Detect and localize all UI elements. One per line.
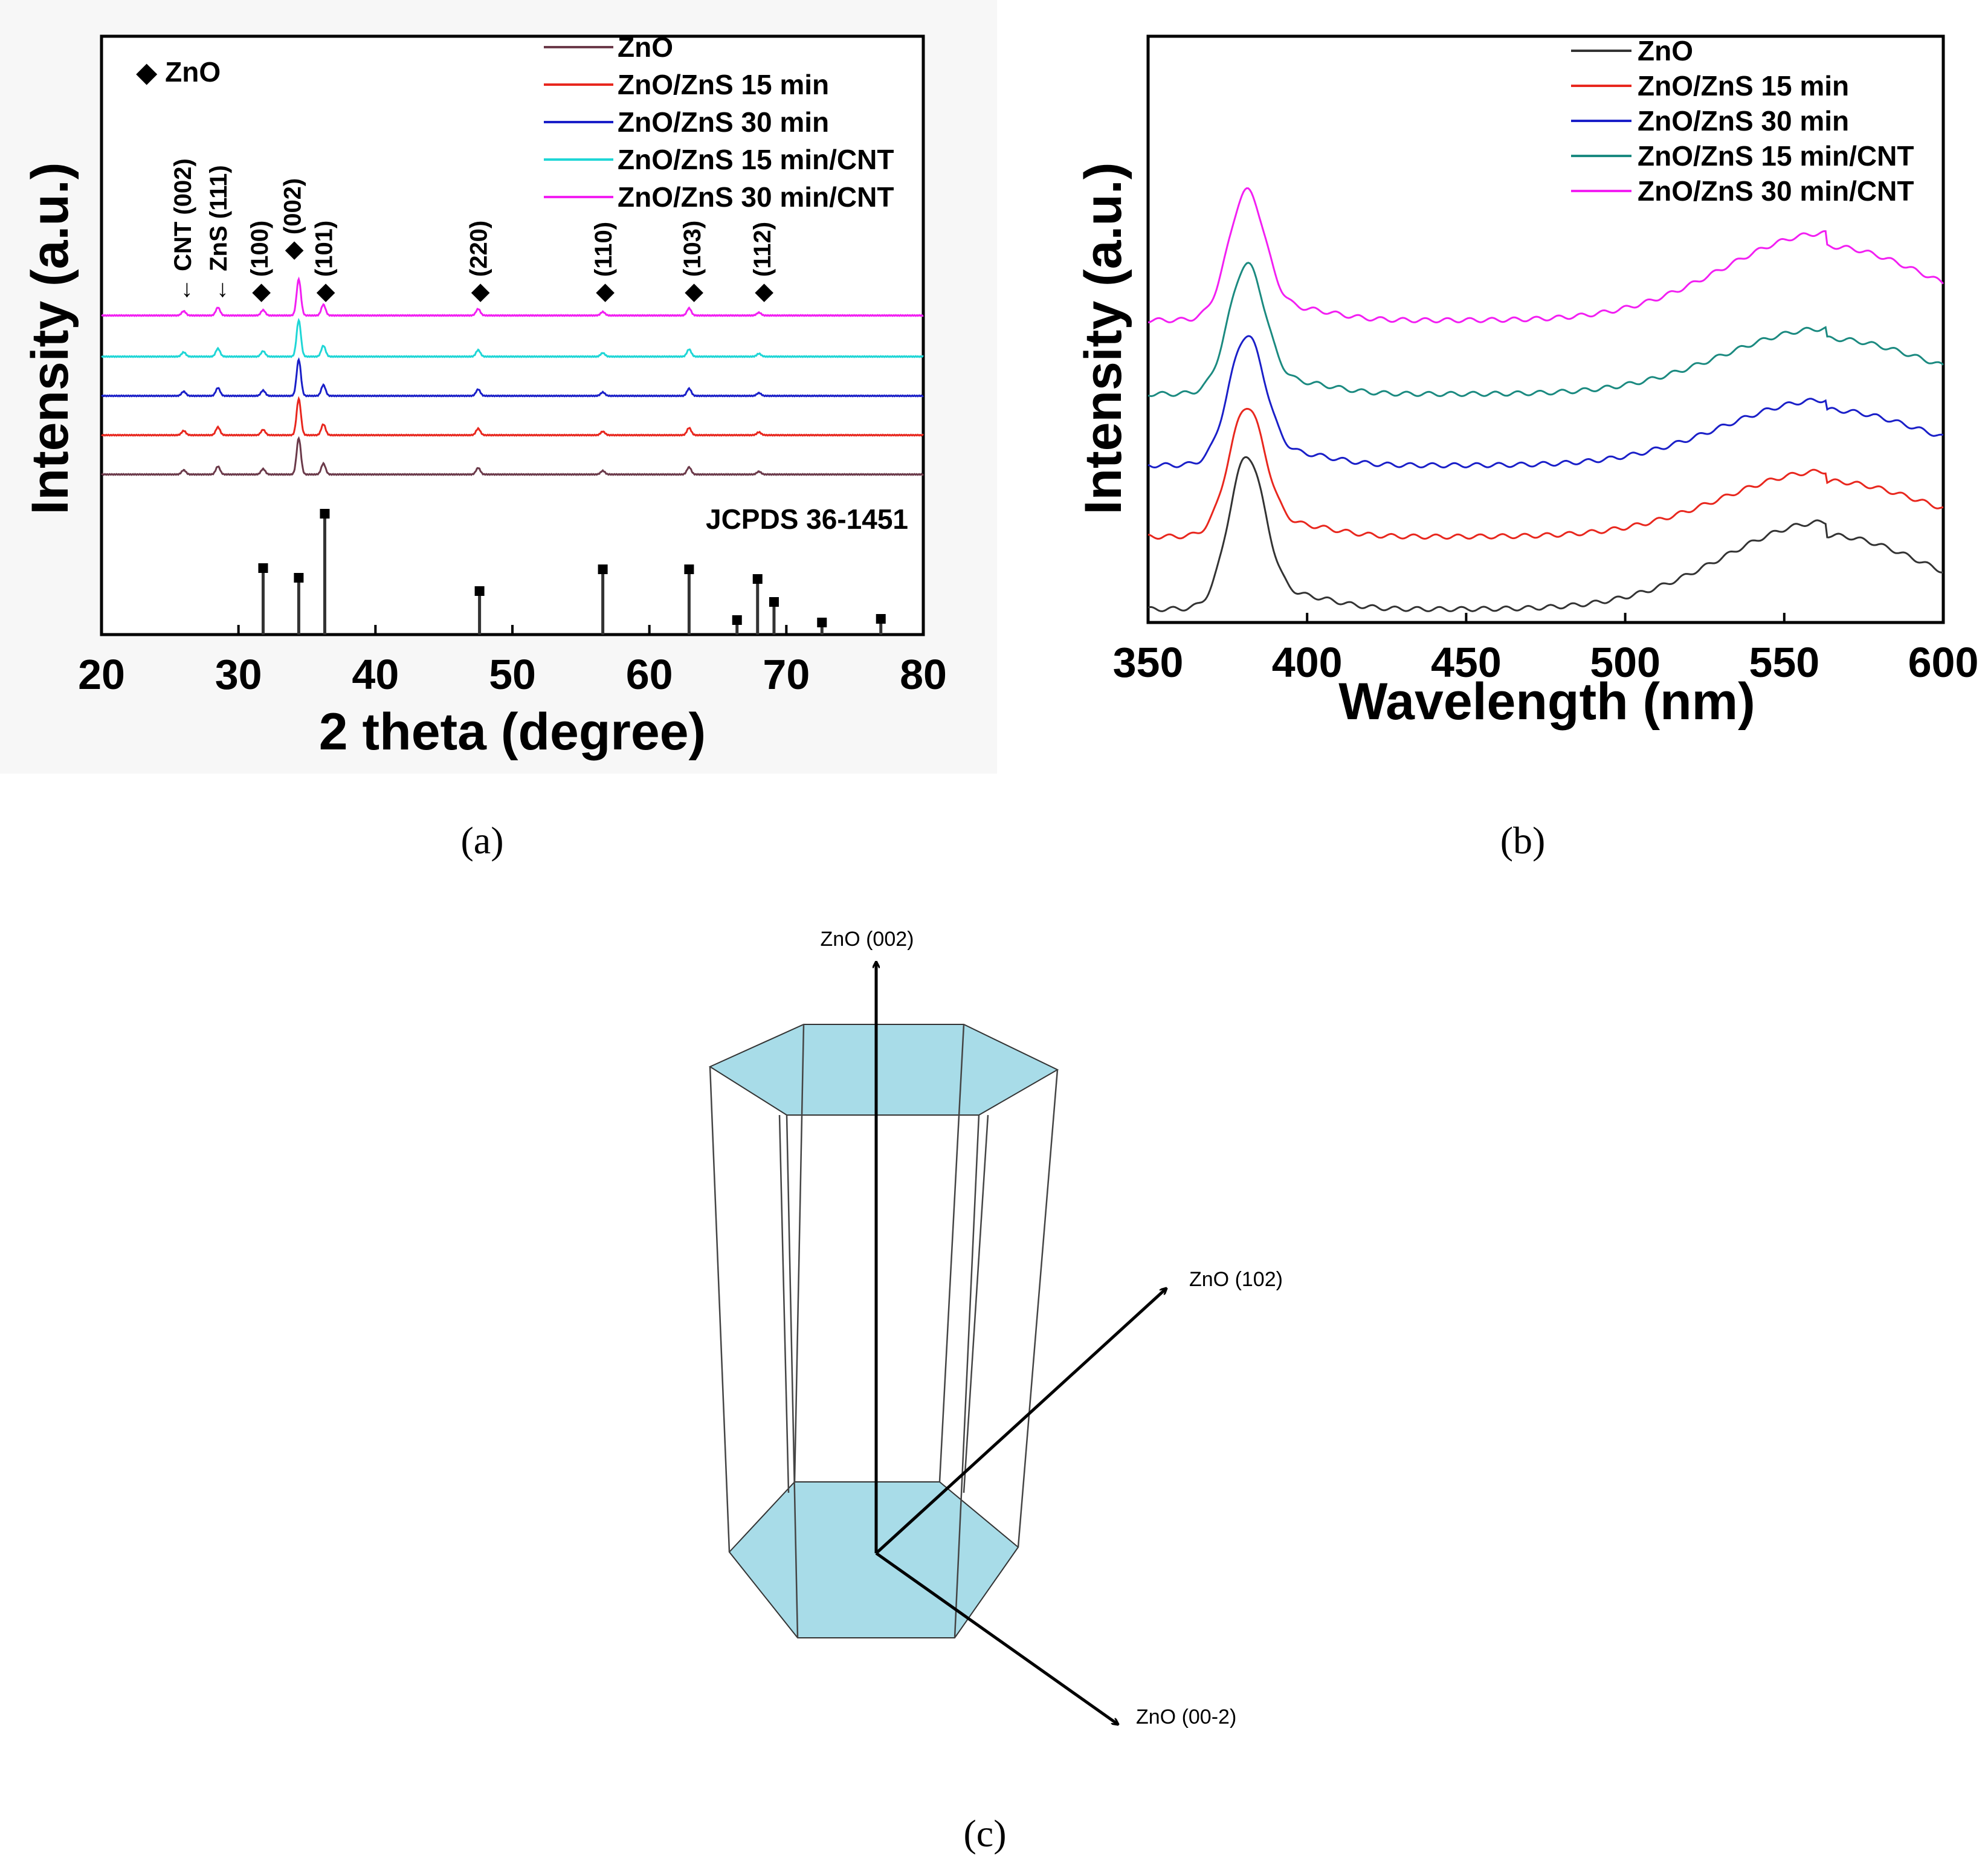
label-zno-00-2: ZnO (00-2) [1136, 1706, 1236, 1728]
legend-label: ZnO/ZnS 15 min [1638, 70, 1849, 102]
pl-y-axis-label: Intensity (a.u.) [1074, 163, 1132, 515]
reference-marker [876, 614, 886, 624]
xrd-series-line [100, 436, 925, 476]
xrd-x-tick-labels: 20 30 40 50 60 70 80 [78, 651, 947, 698]
pl-x-ticks [1147, 613, 1944, 622]
xrd-x-tick-label: 50 [489, 651, 536, 698]
reference-marker [598, 564, 608, 574]
reference-marker [732, 615, 742, 625]
pl-series-line [1147, 407, 1944, 540]
xrd-y-axis-label: Intensity (a.u.) [21, 163, 79, 515]
xrd-x-ticks [100, 625, 925, 635]
peak-annotation: ◆ (002) [279, 178, 306, 260]
legend-label: ZnO [618, 31, 673, 63]
reference-marker [294, 573, 304, 583]
arrow-102 [875, 1289, 1166, 1554]
legend-label: ZnO/ZnS 30 min/CNT [1638, 175, 1914, 207]
xrd-plot-frame [100, 34, 925, 636]
caption-c: (c) [963, 1812, 1006, 1855]
xrd-reference-lines [258, 509, 886, 635]
xrd-x-tick-label: 20 [78, 651, 125, 698]
pl-x-tick-labels: 350 400 450 500 550 600 [1113, 639, 1979, 686]
top-hexagon-face [708, 1024, 1059, 1116]
legend-label: ZnO/ZnS 30 min/CNT [618, 181, 894, 213]
xrd-legend: ZnO ZnO/ZnS 15 min ZnO/ZnS 30 min ZnO/ZnS 1… [544, 31, 894, 213]
pl-x-tick-label: 600 [1908, 639, 1979, 686]
reference-marker [474, 586, 485, 596]
peak-annotation: ← ZnS (111) [205, 165, 232, 302]
caption-b: (b) [1500, 819, 1546, 862]
pl-x-tick-label: 500 [1590, 639, 1660, 686]
pl-x-tick-label: 450 [1431, 639, 1502, 686]
xrd-peak-annotations: ← CNT (002) ← ZnS (111) ◆ (100)◆ (002)◆ (1… [170, 158, 776, 302]
caption-a: (a) [460, 819, 503, 862]
bottom-hexagon-face [728, 1481, 1019, 1638]
xrd-x-tick-label: 40 [352, 651, 399, 698]
label-zno-102: ZnO (102) [1189, 1268, 1283, 1291]
xrd-x-tick-label: 60 [626, 651, 673, 698]
legend-label: ZnO/ZnS 15 min/CNT [618, 144, 894, 175]
xrd-series-line [101, 357, 924, 398]
xrd-series-line [101, 396, 925, 437]
pl-series-line [1147, 262, 1944, 398]
pl-x-tick-label: 350 [1113, 639, 1184, 686]
peak-annotation: ◆ (220) [466, 221, 492, 302]
legend-label: ZnO [1638, 35, 1693, 66]
legend-label: ZnO/ZnS 15 min [618, 69, 829, 100]
xrd-curves [100, 276, 925, 476]
xrd-chart: 20 30 40 50 60 70 80 ← CNT (002) ← ZnS (111) ◆ (… [0, 0, 997, 774]
pl-x-tick-label: 400 [1272, 639, 1343, 686]
pl-series-line [1147, 335, 1944, 469]
xrd-x-tick-label: 30 [215, 651, 262, 698]
peak-annotation: ◆ (100) [247, 221, 273, 302]
xrd-x-tick-label: 80 [900, 651, 947, 698]
peak-annotation: ◆ (101) [311, 221, 337, 302]
label-zno-002: ZnO (002) [821, 928, 914, 951]
xrd-series-line [101, 317, 924, 358]
legend-label: ZnO/ZnS 15 min/CNT [1638, 140, 1914, 172]
pl-series-line [1147, 456, 1944, 612]
peak-annotation: ◆ (103) [679, 221, 706, 302]
xrd-marker-legend: ◆ ZnO [136, 56, 221, 88]
prism-edges [709, 1024, 1059, 1638]
xrd-x-tick-label: 70 [763, 651, 810, 698]
pl-series-line [1147, 187, 1944, 324]
pl-x-tick-label: 550 [1749, 639, 1819, 686]
reference-marker [258, 563, 268, 573]
peak-annotation: ◆ (112) [749, 222, 776, 302]
peak-annotation: ← CNT (002) [170, 158, 196, 302]
crystal-diagram: ZnO (002) ZnO (102) ZnO (00-2) [708, 928, 1283, 1728]
arrow-00-2 [875, 1551, 1118, 1724]
reference-marker [684, 564, 694, 574]
reference-marker [320, 509, 330, 519]
reference-marker [817, 618, 827, 627]
xrd-series-line [101, 276, 924, 317]
pl-x-axis-label: Wavelength (nm) [1338, 673, 1755, 731]
xrd-x-axis-label: 2 theta (degree) [319, 703, 706, 761]
pl-curves [1147, 187, 1944, 612]
reference-marker [752, 574, 763, 584]
peak-annotation: ◆ (110) [590, 222, 617, 302]
reference-marker [769, 597, 779, 607]
xrd-reference-label: JCPDS 36-1451 [706, 503, 908, 535]
legend-label: ZnO/ZnS 30 min [618, 106, 829, 138]
legend-label: ZnO/ZnS 30 min [1638, 105, 1849, 137]
